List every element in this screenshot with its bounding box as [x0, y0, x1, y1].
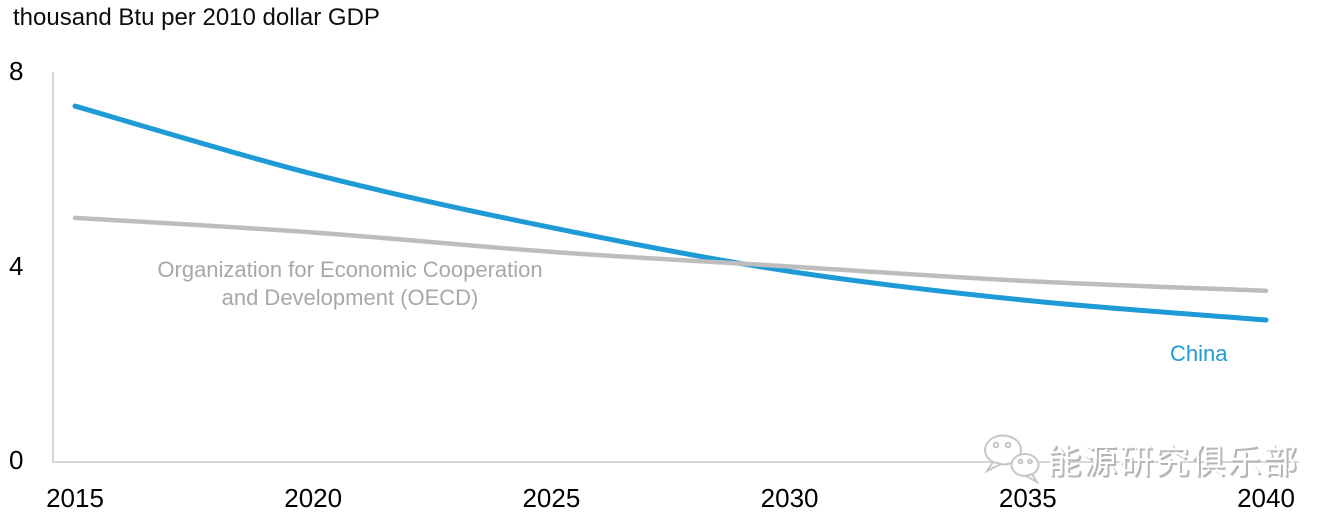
oecd-series-label-line2: and Development (OECD): [221, 285, 479, 310]
watermark-text: 能源研究俱乐部: [1047, 442, 1299, 481]
x-axis-tick-label: 2035: [998, 483, 1057, 513]
y-axis-tick-label: 4: [9, 250, 24, 281]
oecd-series-label: Organization for Economic Cooperation an…: [145, 256, 555, 312]
watermark: 能源研究俱乐部: [982, 429, 1299, 487]
x-axis-tick-label: 2030: [760, 483, 819, 513]
plot-axes: [52, 72, 1299, 463]
china-line: [72, 103, 1269, 323]
china-series-label: China: [1170, 341, 1228, 366]
wechat-icon: [984, 434, 1040, 484]
x-axis-tick-label: 2040: [1237, 483, 1295, 513]
oecd-series-label-line1: Organization for Economic Cooperation: [157, 257, 543, 282]
chart-title: thousand Btu per 2010 dollar GDP: [13, 4, 380, 31]
y-axis-tick-label: 0: [9, 444, 24, 475]
y-axis-tick-label: 8: [9, 55, 24, 86]
oecd-line: [72, 215, 1269, 294]
x-axis-tick-label: 2020: [284, 483, 343, 513]
x-axis-tick-label: 2015: [46, 483, 104, 513]
x-axis-tick-label: 2025: [522, 483, 581, 513]
